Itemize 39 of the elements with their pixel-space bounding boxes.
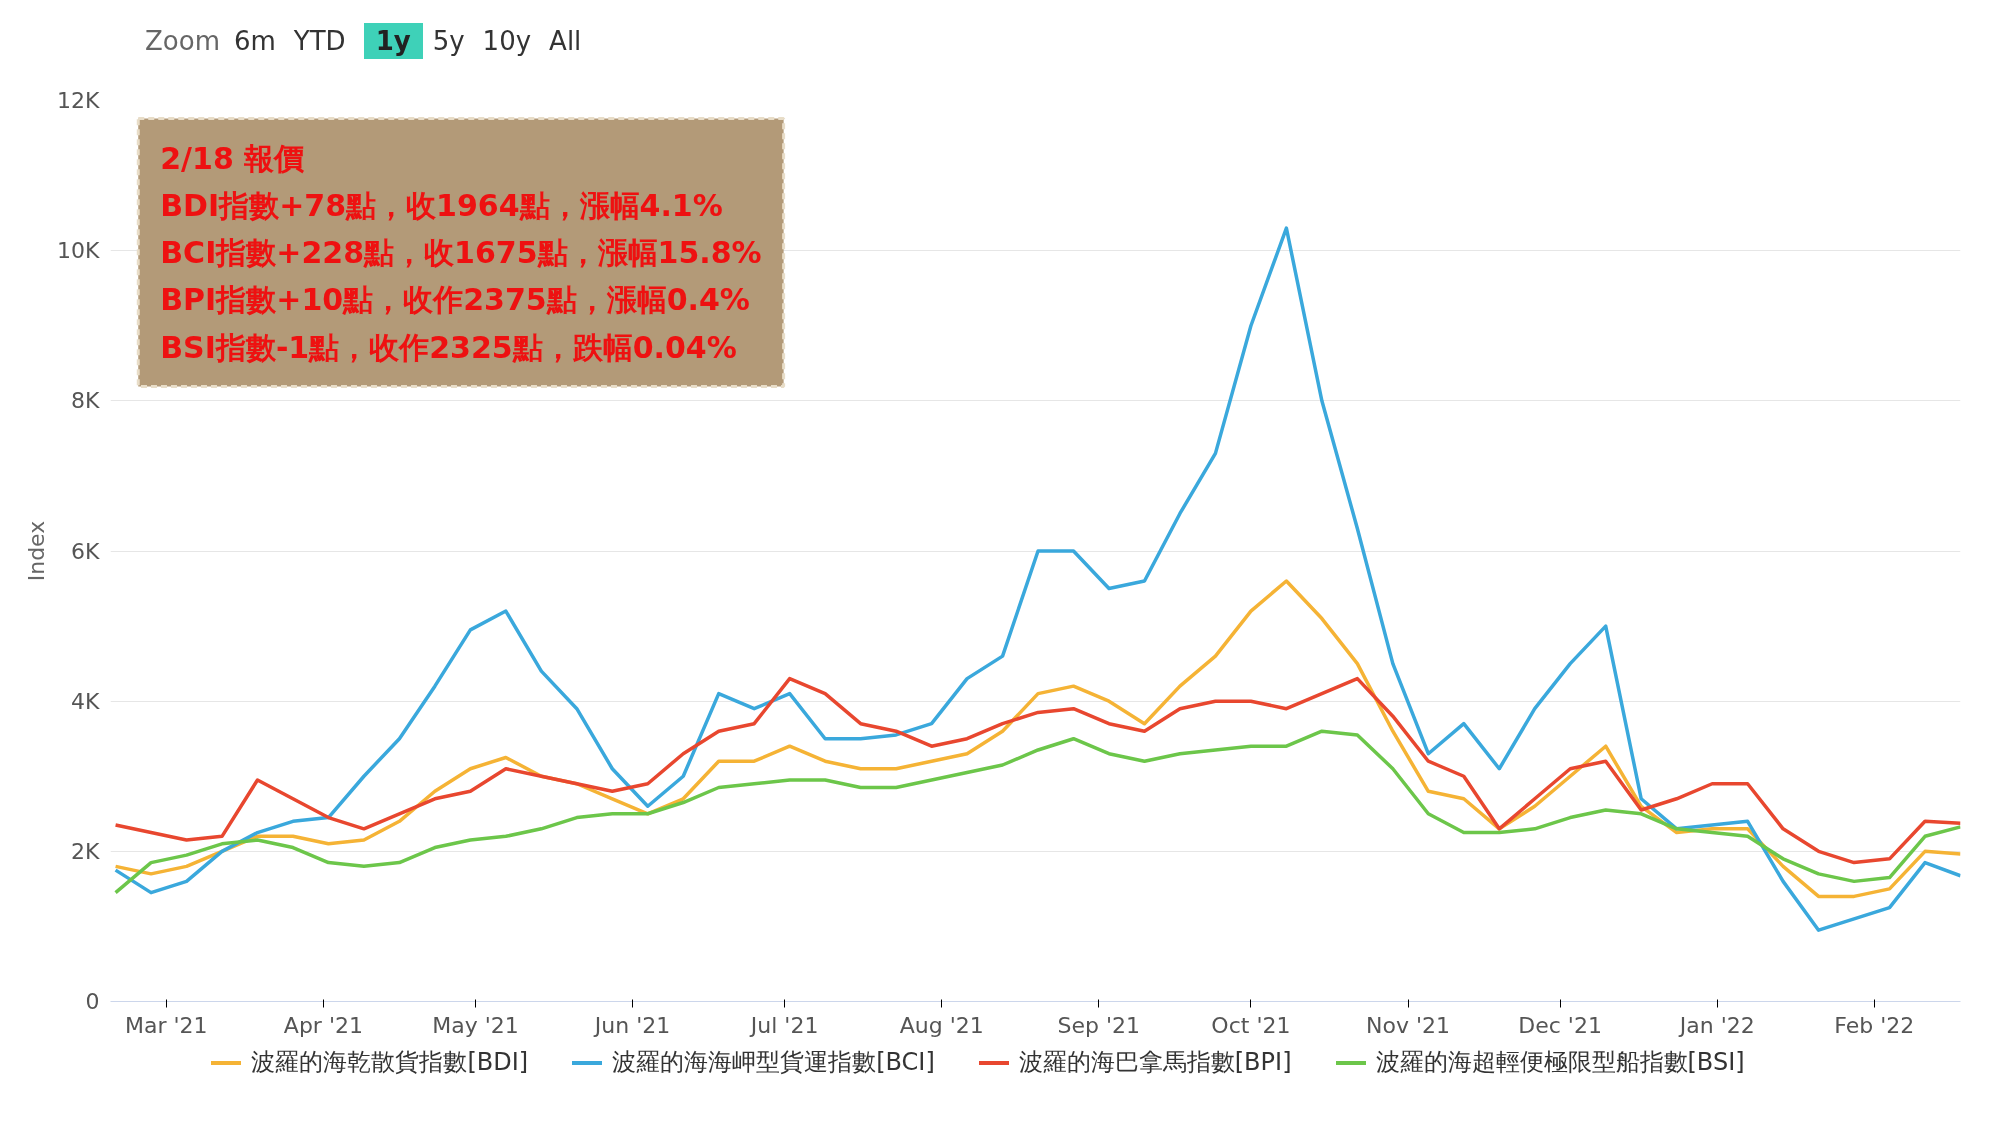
x-tick-label: Feb '22 xyxy=(1834,1012,1915,1038)
line-series xyxy=(113,676,1961,865)
annotation: BDI指數+78點，收1964點，漲幅4.1% xyxy=(160,187,723,223)
x-tick-label: Apr '21 xyxy=(283,1012,363,1038)
legend-label: 波羅的海巴拿馬指數[BPI] xyxy=(1017,1048,1292,1076)
y-tick-label: 8K xyxy=(71,388,101,414)
x-tick-label: Mar '21 xyxy=(124,1012,208,1038)
y-tick-label: 10K xyxy=(57,238,101,264)
x-tick-label: Jul '21 xyxy=(748,1012,819,1038)
x-tick-label: Aug '21 xyxy=(899,1012,984,1038)
annotation: BCI指數+228點，收1675點，漲幅15.8% xyxy=(160,235,762,271)
y-axis-title: Index xyxy=(24,520,50,582)
line-series xyxy=(113,226,1961,932)
legend-label: 波羅的海超輕便極限型船指數[BSI] xyxy=(1374,1048,1745,1076)
x-tick-label: May '21 xyxy=(432,1012,519,1038)
text: 10y xyxy=(482,26,532,56)
y-tick-label: 2K xyxy=(71,838,101,864)
text: 5y xyxy=(432,26,465,56)
annotation: 2/18 報價 xyxy=(160,140,306,176)
y-tick-label: 6K xyxy=(71,538,101,564)
text: 1y xyxy=(363,23,423,59)
text: 6m xyxy=(233,26,276,56)
text: All xyxy=(549,26,582,56)
annotation: BPI指數+10點，收作2375點，漲幅0.4% xyxy=(160,282,750,318)
x-tick-label: Jun '21 xyxy=(592,1012,671,1038)
x-tick-label: Oct '21 xyxy=(1211,1012,1291,1038)
y-tick-label: 0 xyxy=(85,989,100,1014)
legend-label: 波羅的海海岬型貨運指數[BCI] xyxy=(611,1048,935,1076)
text: Zoom xyxy=(145,26,220,56)
annotation: BSI指數-1點，收作2325點，跌幅0.04% xyxy=(160,329,737,365)
y-tick-label: 4K xyxy=(71,688,101,714)
text: YTD xyxy=(293,26,346,56)
legend-label: 波羅的海乾散貨指數[BDI] xyxy=(250,1048,529,1076)
x-tick-label: Dec '21 xyxy=(1518,1012,1602,1038)
x-tick-label: Nov '21 xyxy=(1366,1012,1451,1038)
x-tick-label: Sep '21 xyxy=(1057,1012,1141,1038)
line-series xyxy=(113,729,1961,895)
y-tick-label: 12K xyxy=(57,88,101,113)
x-tick-label: Jan '22 xyxy=(1677,1012,1755,1038)
